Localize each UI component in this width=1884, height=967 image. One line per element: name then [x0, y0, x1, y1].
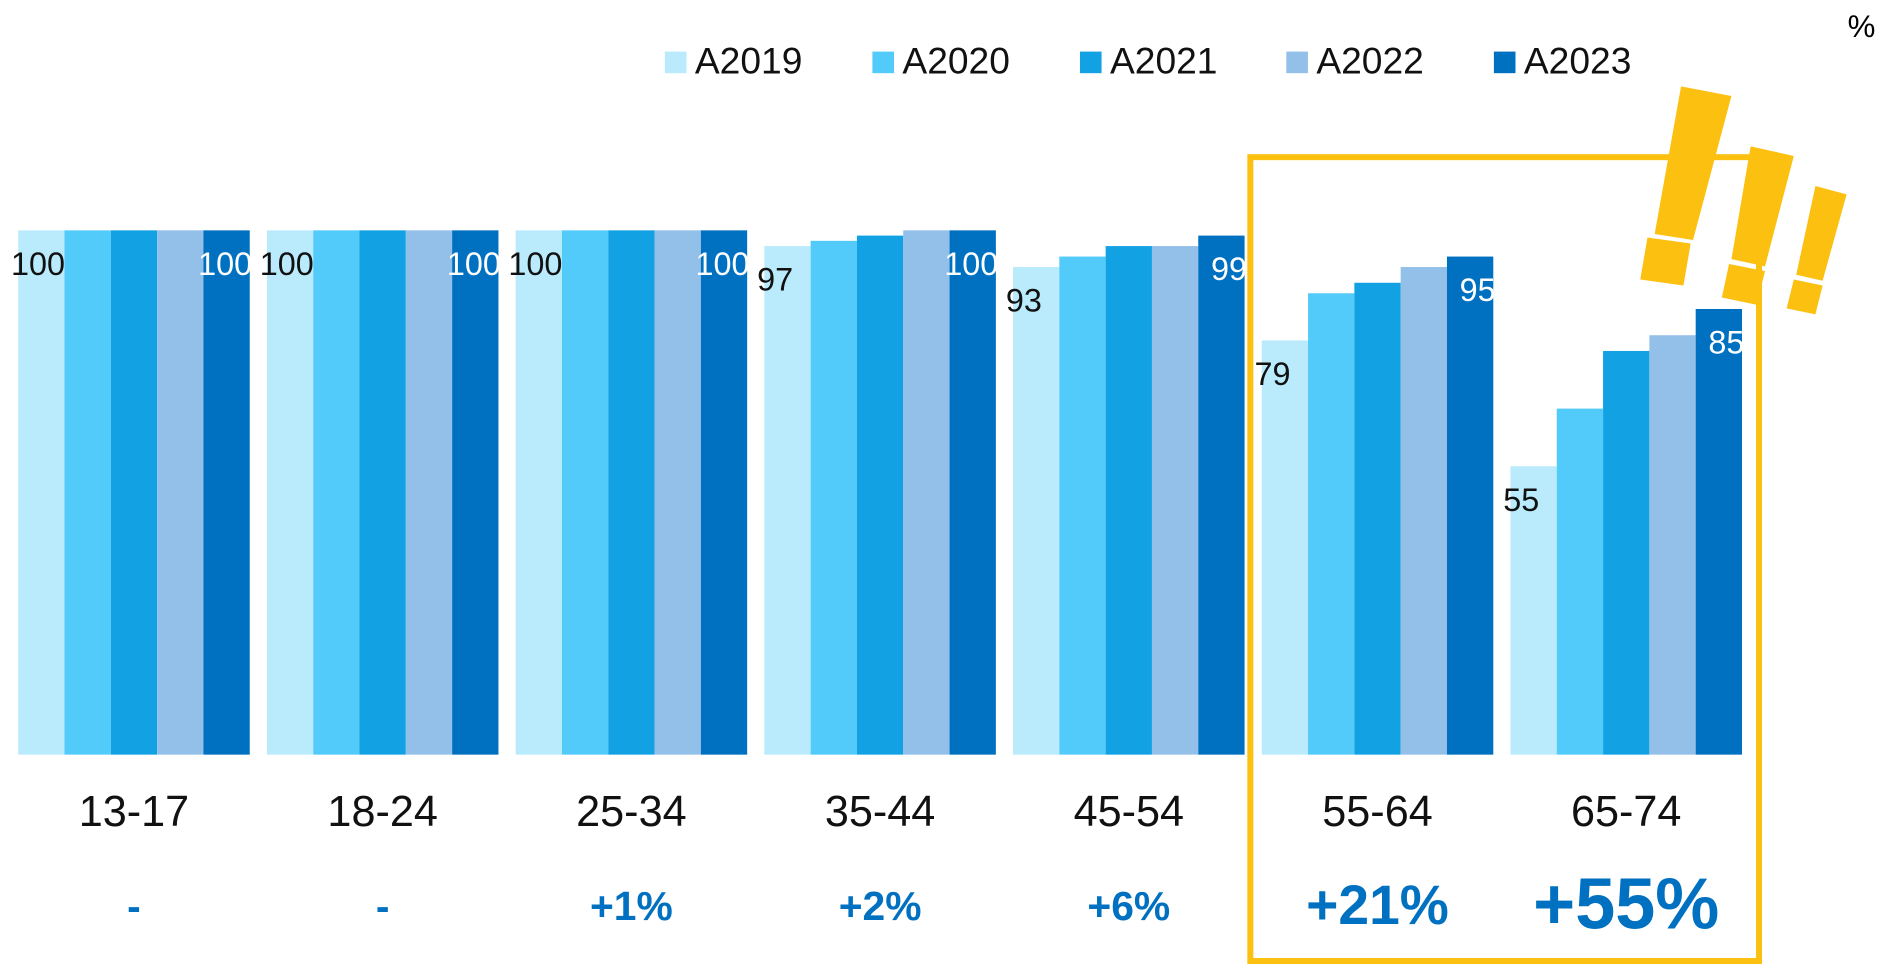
- legend-label: A2022: [1316, 39, 1424, 81]
- value-label: 100: [260, 246, 314, 282]
- change-label: +2%: [839, 883, 922, 929]
- value-label: 97: [757, 262, 793, 298]
- bar: [359, 230, 406, 755]
- bar: [110, 230, 158, 755]
- legend-swatch: [664, 51, 687, 74]
- bar: [1649, 335, 1696, 755]
- change-label: +21%: [1306, 874, 1449, 936]
- value-label: 99: [1211, 251, 1247, 287]
- value-label: 100: [447, 246, 501, 282]
- value-label: 85: [1708, 325, 1744, 361]
- legend-swatch: [1079, 51, 1102, 74]
- value-label: 100: [696, 246, 750, 282]
- bar: [608, 230, 655, 755]
- legend-swatch: [872, 51, 895, 74]
- value-label: 95: [1460, 272, 1496, 308]
- x-tick-label: 13-17: [79, 788, 189, 836]
- bar: [1354, 282, 1401, 755]
- bar: [313, 230, 360, 755]
- legend-label: A2020: [902, 39, 1010, 81]
- change-label: -: [376, 883, 390, 929]
- change-label: +55%: [1533, 864, 1719, 944]
- bar: [764, 246, 811, 755]
- bar: [1059, 256, 1106, 755]
- bar: [18, 230, 65, 755]
- bar: [405, 230, 453, 755]
- x-tick-label: 35-44: [825, 788, 935, 836]
- bar: [1556, 408, 1604, 755]
- bar: [856, 235, 904, 755]
- change-label: +6%: [1087, 883, 1170, 929]
- bar: [1695, 308, 1742, 755]
- bar: [266, 230, 314, 755]
- value-label: 93: [1006, 283, 1042, 319]
- bar: [1105, 246, 1152, 755]
- x-tick-label: 25-34: [576, 788, 686, 836]
- bar: [1446, 256, 1494, 755]
- value-label: 100: [508, 246, 562, 282]
- x-tick-label: 55-64: [1322, 788, 1432, 836]
- value-label: 100: [11, 246, 65, 282]
- bar: [1400, 267, 1447, 755]
- bar: [1151, 246, 1199, 755]
- value-label: 100: [944, 246, 998, 282]
- legend-label: A2023: [1524, 39, 1632, 81]
- bar: [452, 230, 499, 755]
- x-tick-label: 18-24: [327, 788, 437, 836]
- bar: [810, 240, 857, 755]
- bar: [903, 230, 950, 755]
- change-label: -: [127, 883, 141, 929]
- bar: [1013, 267, 1060, 755]
- bar: [949, 230, 996, 755]
- bar: [157, 230, 204, 755]
- bar: [203, 230, 250, 755]
- unit-label: %: [1848, 9, 1876, 44]
- value-label: 55: [1503, 482, 1539, 518]
- highlight-box: [1247, 154, 1763, 965]
- bar: [1198, 235, 1245, 755]
- bar: [515, 230, 562, 755]
- exclamation-marks: [1640, 86, 1847, 315]
- bar: [1510, 466, 1557, 755]
- bar: [700, 230, 748, 755]
- value-label: 100: [198, 246, 252, 282]
- legend-swatch: [1286, 51, 1308, 74]
- bar: [654, 230, 701, 755]
- legend-label: A2021: [1110, 39, 1218, 81]
- bar: [561, 230, 609, 755]
- x-tick-label: 65-74: [1571, 788, 1681, 836]
- legend-swatch: [1493, 51, 1516, 74]
- bar: [1308, 293, 1355, 755]
- bar: [1261, 340, 1309, 755]
- change-label: +1%: [590, 883, 673, 929]
- x-tick-label: 45-54: [1074, 788, 1184, 836]
- value-label: 79: [1255, 356, 1291, 392]
- bar: [64, 230, 111, 755]
- bar: [1603, 350, 1650, 755]
- legend-label: A2019: [695, 39, 803, 81]
